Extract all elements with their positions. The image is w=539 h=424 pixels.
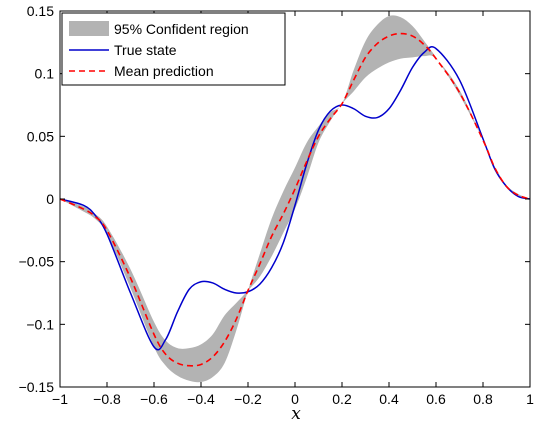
x-axis-label: x xyxy=(291,404,301,424)
legend-label: True state xyxy=(114,42,177,58)
legend-label: 95% Confident region xyxy=(114,21,249,37)
x-tick-label: 0 xyxy=(291,391,299,407)
confidence-region-band xyxy=(60,15,530,383)
x-tick-label: −0.6 xyxy=(140,391,168,407)
true-state-line xyxy=(59,46,531,351)
mean-prediction-line xyxy=(59,32,531,367)
y-tick-label: 0 xyxy=(46,191,54,207)
x-tick-label: 1 xyxy=(526,391,534,407)
y-tick-label: −0.1 xyxy=(26,316,54,332)
x-tick-label: −1 xyxy=(52,391,68,407)
x-tick-label: 0.4 xyxy=(379,391,399,407)
y-tick-label: 0.1 xyxy=(35,66,55,82)
x-tick-label: 0.2 xyxy=(332,391,352,407)
x-tick-label: 0.8 xyxy=(473,391,493,407)
x-tick-label: 0.6 xyxy=(426,391,446,407)
x-tick-label: −0.8 xyxy=(93,391,121,407)
x-tick-label: −0.4 xyxy=(187,391,215,407)
y-tick-label: −0.05 xyxy=(19,254,55,270)
x-tick-label: −0.2 xyxy=(234,391,262,407)
y-tick-label: 0.15 xyxy=(27,3,54,19)
y-tick-label: −0.15 xyxy=(19,379,55,395)
legend-swatch-band xyxy=(69,21,109,36)
legend-label: Mean prediction xyxy=(114,63,214,79)
y-tick-label: 0.05 xyxy=(27,128,54,144)
